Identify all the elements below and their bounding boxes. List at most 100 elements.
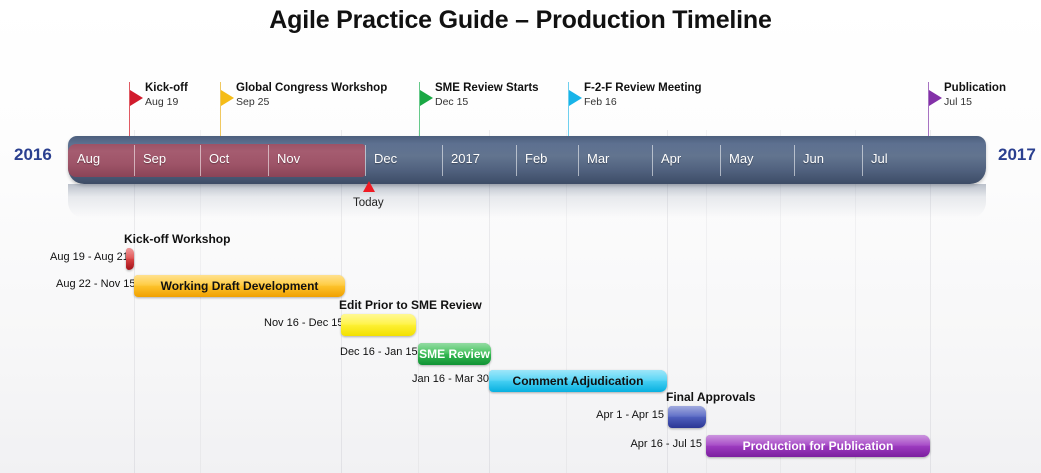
month-tick	[862, 145, 863, 176]
gridline-0	[134, 130, 135, 473]
milestone-pole	[129, 82, 130, 176]
task-date-range: Apr 16 - Jul 15	[630, 438, 702, 450]
milestone-title: Kick-off	[145, 82, 188, 94]
gridline-8	[780, 130, 781, 473]
task-bar-edit-prior-to-sme-review[interactable]	[341, 314, 416, 336]
task-row-final-approvals: Apr 1 - Apr 15 Final Approvals	[0, 390, 1041, 428]
year-label-right: 2017	[998, 145, 1036, 164]
milestone-date: Sep 25	[236, 96, 270, 108]
month-cell-dec[interactable]: Dec	[365, 144, 442, 177]
task-bar-production-for-publication[interactable]: Production for Publication	[706, 435, 930, 457]
milestone-title: SME Review Starts	[435, 82, 539, 94]
flag-icon	[929, 90, 942, 106]
milestone-title: F-2-F Review Meeting	[584, 82, 702, 94]
month-tick	[268, 145, 269, 176]
gridline-9	[855, 130, 856, 473]
month-cell-aug[interactable]: Aug	[68, 144, 134, 177]
milestone-pole	[928, 82, 929, 176]
milestone-date: Dec 15	[435, 96, 469, 108]
task-row-production-for-publication: Apr 16 - Jul 15 Production for Publicatio…	[0, 435, 1041, 457]
gridline-10	[930, 130, 931, 473]
bar-gloss	[668, 406, 706, 417]
timeline-2016-highlight	[68, 144, 365, 177]
month-cell-jun[interactable]: Jun	[794, 144, 862, 177]
task-bar-working-draft-development[interactable]: Working Draft Development	[134, 275, 345, 297]
month-tick	[652, 145, 653, 176]
task-bar-final-approvals[interactable]	[668, 406, 706, 428]
task-date-range: Aug 22 - Nov 15	[56, 278, 136, 290]
month-cell-sep[interactable]: Sep	[134, 144, 200, 177]
month-cell-nov[interactable]: Nov	[268, 144, 365, 177]
milestone-date: Jul 15	[944, 96, 973, 108]
month-tick	[200, 145, 201, 176]
month-cell-2017[interactable]: 2017	[442, 144, 516, 177]
month-cell-jul[interactable]: Jul	[862, 144, 986, 177]
task-bar-comment-adjudication[interactable]: Comment Adjudication	[489, 370, 667, 392]
month-label: 2017	[451, 151, 480, 166]
month-label: Jul	[871, 151, 888, 166]
task-date-range: Aug 19 - Aug 21	[50, 251, 129, 263]
task-label: Comment Adjudication	[512, 374, 644, 388]
task-label: Edit Prior to SME Review	[339, 298, 482, 312]
month-label: Feb	[525, 151, 548, 166]
flag-icon	[130, 90, 143, 106]
bar-gloss	[489, 370, 667, 381]
month-label: Apr	[661, 151, 682, 166]
milestone-date: Aug 19	[145, 96, 179, 108]
task-label: Production for Publication	[742, 439, 894, 453]
task-label: Final Approvals	[666, 390, 756, 404]
milestone-pole	[419, 82, 420, 176]
timeline-reflection	[68, 184, 986, 218]
month-label: Jun	[803, 151, 824, 166]
milestone-date: Feb 16	[584, 96, 617, 108]
month-tick	[578, 145, 579, 176]
month-tick	[516, 145, 517, 176]
task-bar-kick-off-workshop[interactable]	[126, 248, 134, 270]
month-cell-apr[interactable]: Apr	[652, 144, 720, 177]
bar-gloss	[706, 435, 930, 446]
month-label: Nov	[277, 151, 301, 166]
month-label: May	[729, 151, 754, 166]
gridline-2	[341, 130, 342, 473]
year-label-left: 2016	[14, 145, 52, 164]
bar-gloss	[341, 314, 416, 325]
month-cell-oct[interactable]: Oct	[200, 144, 268, 177]
month-tick	[720, 145, 721, 176]
task-date-range: Dec 16 - Jan 15	[340, 346, 418, 358]
gridline-4	[489, 130, 490, 473]
task-date-range: Nov 16 - Dec 15	[264, 317, 344, 329]
task-label: Kick-off Workshop	[124, 232, 231, 246]
month-label: Sep	[143, 151, 167, 166]
month-label: Mar	[587, 151, 610, 166]
task-date-range: Jan 16 - Mar 30	[412, 373, 490, 385]
timeline-bar[interactable]: Aug Sep Oct Nov Dec 2017 Feb Mar Apr May Jun Jul	[68, 136, 986, 184]
gridline-3	[418, 130, 419, 473]
gridline-1	[200, 130, 201, 473]
month-cell-mar[interactable]: Mar	[578, 144, 652, 177]
month-label: Oct	[209, 151, 230, 166]
milestone-pole	[220, 82, 221, 176]
month-label: Aug	[77, 151, 101, 166]
task-row-kick-off-workshop: Aug 19 - Aug 21 Kick-off Workshop	[0, 232, 1041, 270]
bar-gloss	[126, 248, 134, 259]
task-row-comment-adjudication: Jan 16 - Mar 30 Comment Adjudication	[0, 370, 1041, 392]
gridline-5	[566, 130, 567, 473]
milestone-title: Publication	[944, 82, 1006, 94]
month-tick	[365, 145, 366, 176]
today-triangle-icon	[363, 181, 375, 192]
flag-icon	[221, 90, 234, 106]
milestone-pole	[568, 82, 569, 176]
milestone-title: Global Congress Workshop	[236, 82, 388, 94]
month-cell-feb[interactable]: Feb	[516, 144, 578, 177]
bar-gloss	[418, 343, 491, 354]
task-row-sme-review: Dec 16 - Jan 15 SME Review	[0, 343, 1041, 365]
task-label: SME Review	[419, 347, 490, 361]
month-tick	[442, 145, 443, 176]
month-cell-may[interactable]: May	[720, 144, 794, 177]
task-label: Working Draft Development	[160, 279, 319, 293]
task-bar-sme-review[interactable]: SME Review	[418, 343, 491, 365]
bar-gloss	[134, 275, 345, 286]
gridline-6	[667, 130, 668, 473]
page-title: Agile Practice Guide – Production Timeli…	[269, 6, 772, 34]
